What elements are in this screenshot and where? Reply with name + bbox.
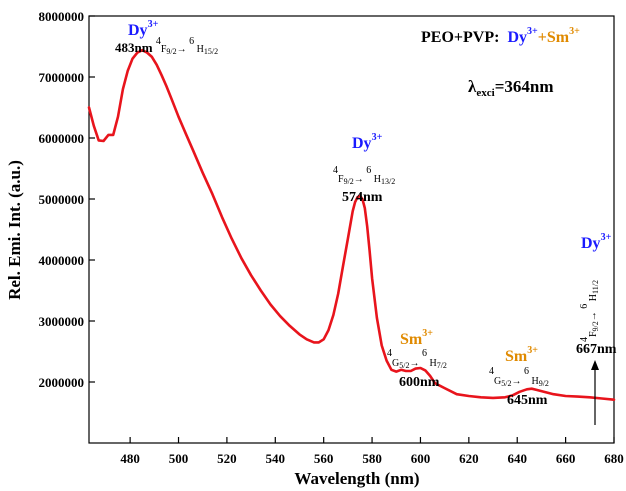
legend-sm-sup: 3+ [569, 26, 580, 37]
legend: PEO+PVP: Dy3++Sm3+ [421, 26, 580, 46]
peak-483-label: 483nm 4F9/2→ 6 H15/2 [115, 36, 218, 56]
peak-645-ion-name: Sm [505, 348, 528, 365]
peak-600-ion-name: Sm [400, 331, 423, 348]
x-axis-label: Wavelength (nm) [294, 469, 419, 488]
peak-667-ion: Dy3+ [581, 232, 612, 252]
peak-574-transition: 4F9/2→ 6 H13/2 [333, 165, 395, 186]
legend-dy: Dy [507, 29, 527, 46]
peak-574-wavelength: 574nm [342, 190, 383, 205]
peak-483-ion: Dy3+ [128, 19, 159, 39]
peak-574-ion-sup: 3+ [372, 132, 383, 143]
peak-574-ion: Dy3+ [352, 132, 383, 152]
x-tick-label: 620 [459, 451, 479, 466]
plot-frame [88, 15, 615, 444]
peak-483-ion-sup: 3+ [148, 19, 159, 30]
y-tick-label: 2000000 [39, 375, 85, 390]
x-axis-ticks: 480 500 520 540 560 580 600 620 640 660 680 [120, 437, 624, 466]
peak-600-ion: Sm3+ [400, 328, 433, 348]
excitation-label: λexci=364nm [468, 77, 554, 99]
peak-600-transition: 4G5/2→ 6 H7/2 [387, 348, 447, 370]
y-axis-ticks: 2000000 3000000 4000000 5000000 6000000 70000… [39, 9, 95, 390]
y-tick-label: 6000000 [39, 131, 85, 146]
peak-667-ion-sup: 3+ [601, 232, 612, 243]
peak-574-ion-name: Dy [352, 135, 372, 152]
series-line [87, 48, 616, 401]
y-tick-label: 3000000 [39, 314, 85, 329]
peak-667-wavelength: 667nm [576, 342, 617, 357]
peak-645-ion: Sm3+ [505, 345, 538, 365]
legend-plus: + [538, 29, 547, 46]
excitation-value: =364nm [495, 77, 554, 96]
y-tick-label: 7000000 [39, 70, 85, 85]
x-tick-label: 600 [411, 451, 431, 466]
peak-483-wavelength: 483nm [115, 40, 153, 55]
peak-667-transition: 4F9/2→ 6 H11/2 [579, 280, 600, 342]
y-tick-label: 8000000 [39, 9, 85, 24]
peak-600-wavelength: 600nm [399, 375, 440, 390]
x-tick-label: 500 [169, 451, 189, 466]
excitation-sub: exci [476, 87, 494, 99]
legend-dy-sup: 3+ [527, 26, 538, 37]
x-tick-label: 580 [362, 451, 382, 466]
x-tick-label: 520 [217, 451, 237, 466]
y-axis-label: Rel. Emi. Int. (a.u.) [5, 160, 24, 300]
excitation-lambda: λ [468, 77, 477, 96]
y-tick-label: 5000000 [39, 192, 85, 207]
legend-sm: Sm [547, 29, 570, 46]
x-tick-label: 560 [314, 451, 334, 466]
x-tick-label: 540 [266, 451, 286, 466]
peak-645-ion-sup: 3+ [527, 345, 538, 356]
x-tick-label: 480 [120, 451, 140, 466]
peak-483-transition: 4F9/2→ 6 H15/2 [156, 36, 218, 56]
x-tick-label: 680 [604, 451, 624, 466]
peak-645-transition: 4G5/2→ 6 H9/2 [489, 366, 549, 388]
peak-645-wavelength: 645nm [507, 393, 548, 408]
peak-667-ion-name: Dy [581, 235, 601, 252]
x-tick-label: 660 [556, 451, 576, 466]
peak-483-ion-name: Dy [128, 22, 148, 39]
x-tick-label: 640 [507, 451, 527, 466]
legend-host: PEO+PVP: [421, 29, 499, 46]
peak-667-arrow-head [591, 360, 599, 370]
y-tick-label: 4000000 [39, 253, 85, 268]
peak-600-ion-sup: 3+ [422, 328, 433, 339]
